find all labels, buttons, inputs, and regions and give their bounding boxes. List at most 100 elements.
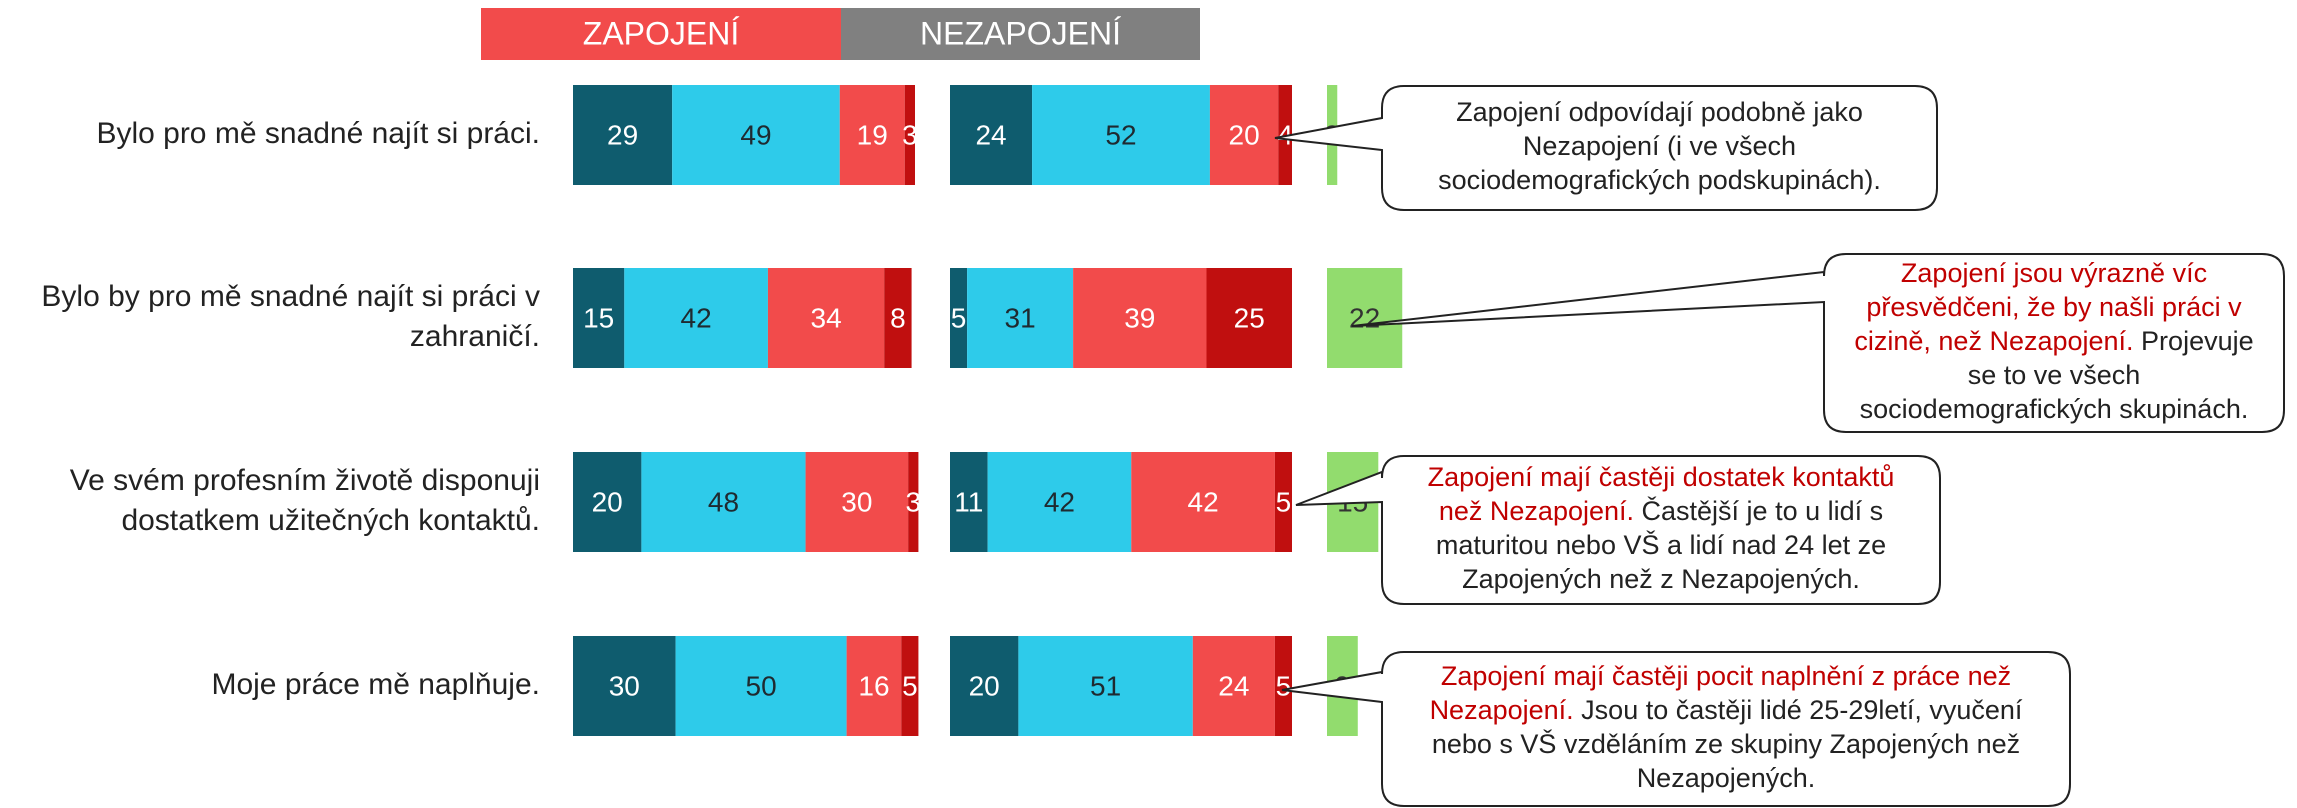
category-label: Moje práce mě naplňuje. bbox=[211, 668, 540, 701]
category-label: Bylo by pro mě snadné najít si práci v bbox=[41, 280, 540, 313]
bar-segment bbox=[1209, 85, 1279, 185]
bar-segment bbox=[1131, 452, 1275, 552]
group-header bbox=[481, 8, 841, 60]
bar-segment bbox=[846, 636, 902, 736]
bar-segment bbox=[950, 85, 1033, 185]
bar-label: 5 bbox=[902, 670, 918, 701]
group-header-label: ZAPOJENÍ bbox=[583, 15, 740, 51]
callout-box bbox=[1274, 85, 1938, 211]
bar-segment bbox=[839, 85, 905, 185]
callout-text-part: Projevuje bbox=[2134, 326, 2254, 356]
bar-label: 49 bbox=[740, 119, 771, 150]
callout-text: než Nezapojení. Častější je to u lidí s bbox=[1439, 495, 1883, 526]
bar-segment bbox=[950, 452, 988, 552]
bar-label: 15 bbox=[583, 302, 614, 333]
callout-text: Nezapojených. bbox=[1637, 763, 1816, 793]
callout-text-part: Zapojení odpovídají podobně jako bbox=[1456, 97, 1863, 127]
bar-label: 16 bbox=[858, 670, 889, 701]
bar-segment bbox=[1274, 636, 1292, 736]
callout-text: Zapojených než z Nezapojených. bbox=[1462, 564, 1860, 594]
bar-segment bbox=[573, 268, 625, 368]
bar-segment bbox=[767, 268, 885, 368]
bar-label: 29 bbox=[607, 119, 638, 150]
callout-text: nebo s VŠ vzděláním ze skupiny Zapojenýc… bbox=[1432, 728, 2020, 759]
callout-text-part: Nezapojení. bbox=[1430, 695, 1574, 725]
callout-text: sociodemografických skupinách. bbox=[1860, 394, 2249, 424]
callout-text: Zapojení mají častěji pocit naplnění z p… bbox=[1441, 661, 2011, 691]
bar-label: 20 bbox=[969, 670, 1000, 701]
bar-label: 20 bbox=[1229, 119, 1260, 150]
callout-text-part: Zapojení jsou výrazně víc bbox=[1901, 258, 2207, 288]
bar-label: 11 bbox=[954, 486, 983, 517]
bar-segment bbox=[641, 452, 806, 552]
bar-segment bbox=[675, 636, 847, 736]
bar-label: 20 bbox=[592, 486, 623, 517]
callout-text-part: Nezapojených. bbox=[1637, 763, 1816, 793]
bar-segment bbox=[1274, 452, 1292, 552]
bar-segment bbox=[1192, 636, 1275, 736]
bar-segment bbox=[1278, 85, 1292, 185]
callout-text-part: Nezapojení (i ve všech bbox=[1523, 131, 1796, 161]
callout-text-part: nebo s VŠ vzděláním ze skupiny Zapojenýc… bbox=[1432, 728, 2020, 759]
callout-text-part: přesvědčeni, že by našli práci v bbox=[1866, 292, 2242, 322]
callout-box bbox=[1295, 455, 1941, 605]
bar-label: 34 bbox=[811, 302, 842, 333]
bar-label: 31 bbox=[1005, 302, 1036, 333]
callout-text-part: Zapojených než z Nezapojených. bbox=[1462, 564, 1860, 594]
callout-text-part: Zapojení mají častěji dostatek kontaktů bbox=[1428, 462, 1895, 492]
callout-text-part: Častější je to u lidí s bbox=[1634, 495, 1883, 526]
bar-label: 24 bbox=[975, 119, 1006, 150]
bar-segment bbox=[573, 85, 673, 185]
callout-text: přesvědčeni, že by našli práci v bbox=[1866, 292, 2242, 322]
callout-text: sociodemografických podskupinách). bbox=[1438, 165, 1881, 195]
bar-label: 48 bbox=[708, 486, 739, 517]
callout-text: Zapojení jsou výrazně víc bbox=[1901, 258, 2207, 288]
bar-label: 3 bbox=[906, 486, 922, 517]
bar-segment bbox=[908, 452, 919, 552]
bar-segment bbox=[950, 636, 1019, 736]
bar-label: 8 bbox=[890, 302, 906, 333]
category-label: Bylo pro mě snadné najít si práci. bbox=[96, 117, 540, 150]
difference-label: 22 bbox=[1349, 302, 1380, 333]
callout-text: se to ve všech bbox=[1968, 360, 2141, 390]
bar-segment bbox=[805, 452, 909, 552]
bar-label: 51 bbox=[1090, 670, 1121, 701]
callout-box bbox=[1351, 253, 2285, 433]
bar-label: 52 bbox=[1105, 119, 1136, 150]
bar-label: 4 bbox=[1277, 119, 1293, 150]
callout-text-part: sociodemografických podskupinách). bbox=[1438, 165, 1881, 195]
callout-text: Zapojení mají častěji dostatek kontaktů bbox=[1428, 462, 1895, 492]
callout-text: Nezapojení. Jsou to častěji lidé 25-29le… bbox=[1430, 695, 2023, 725]
callout-text-part: cizině, než Nezapojení. bbox=[1854, 326, 2133, 356]
bar-label: 42 bbox=[681, 302, 712, 333]
bar-segment bbox=[1032, 85, 1210, 185]
category-label: dostatkem užitečných kontaktů. bbox=[121, 504, 540, 537]
bar-label: 30 bbox=[609, 670, 640, 701]
callout-text-part: než Nezapojení. bbox=[1439, 496, 1634, 526]
bar-segment bbox=[987, 452, 1132, 552]
category-label: Ve svém profesním životě disponuji bbox=[70, 464, 540, 497]
bar-segment bbox=[624, 268, 768, 368]
callout-text: maturitou nebo VŠ a lidí nad 24 let ze bbox=[1436, 529, 1886, 560]
callout-text-part: se to ve všech bbox=[1968, 360, 2141, 390]
bar-segment bbox=[573, 636, 676, 736]
callout-text: Nezapojení (i ve všech bbox=[1523, 131, 1796, 161]
group-header-label: NEZAPOJENÍ bbox=[920, 15, 1121, 51]
bar-segment bbox=[884, 268, 912, 368]
bar-label: 5 bbox=[951, 302, 967, 333]
callout-text: cizině, než Nezapojení. Projevuje bbox=[1854, 326, 2253, 356]
bar-label: 39 bbox=[1124, 302, 1155, 333]
callout-text: Zapojení odpovídají podobně jako bbox=[1456, 97, 1863, 127]
category-label: zahraničí. bbox=[410, 320, 540, 353]
difference-bar bbox=[1327, 268, 1403, 368]
bar-segment bbox=[573, 452, 642, 552]
callout-box bbox=[1281, 651, 2071, 807]
bar-segment bbox=[950, 268, 968, 368]
bar-label: 19 bbox=[857, 119, 888, 150]
bar-label: 3 bbox=[902, 119, 918, 150]
bar-segment bbox=[901, 636, 919, 736]
bar-segment bbox=[904, 85, 915, 185]
group-header bbox=[841, 8, 1200, 60]
bar-segment bbox=[1073, 268, 1207, 368]
